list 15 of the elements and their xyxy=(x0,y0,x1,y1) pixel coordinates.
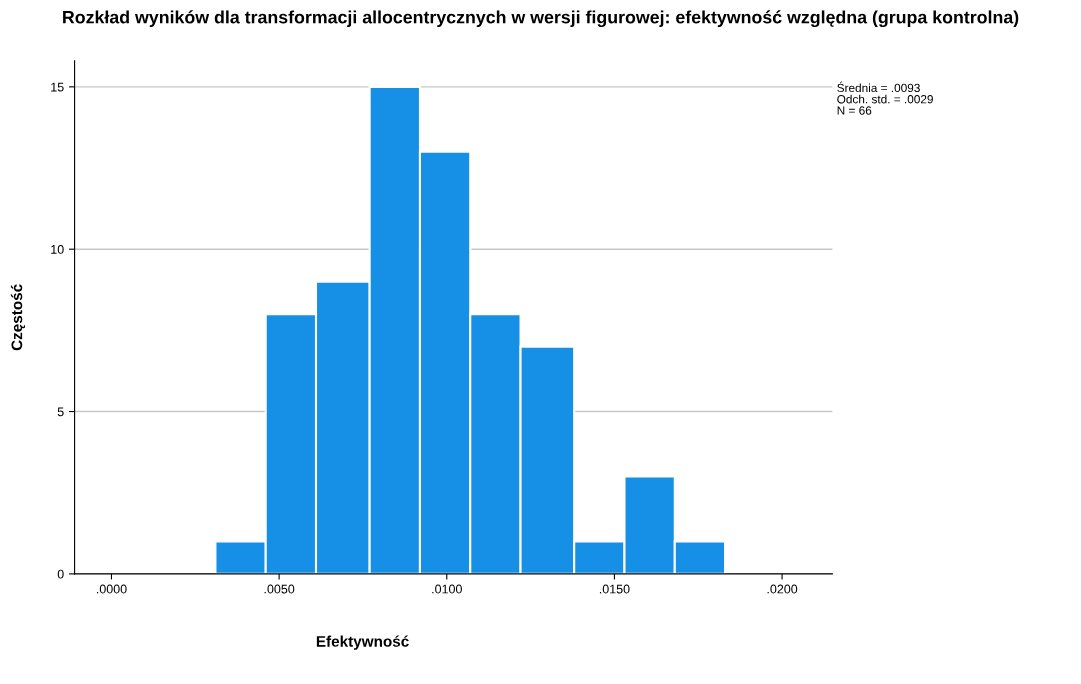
y-tick-label: 15 xyxy=(51,82,64,92)
x-tick-label: .0100 xyxy=(432,584,462,594)
y-tick-label: 5 xyxy=(57,407,64,417)
y-axis-title: Częstość xyxy=(10,284,26,351)
text: N = 66 xyxy=(837,106,872,115)
y-tick-label: 0 xyxy=(57,569,64,579)
x-tick-label: .0050 xyxy=(264,584,295,594)
chart-title: Rozkład wyników dla transformacji allocentrycznych w wersji figurowej: efektywność względna (grupa kontrolna) xyxy=(63,10,1019,28)
y-tick-label: 10 xyxy=(51,244,64,254)
x-tick-label: .0000 xyxy=(96,584,127,594)
x-tick-label: .0200 xyxy=(767,584,798,594)
text: Odch. std. = .0029 xyxy=(837,94,933,104)
text: Średnia = .0093 xyxy=(837,81,920,93)
x-axis-title: Efektywność xyxy=(316,635,409,650)
x-tick-label: .0150 xyxy=(599,584,630,594)
